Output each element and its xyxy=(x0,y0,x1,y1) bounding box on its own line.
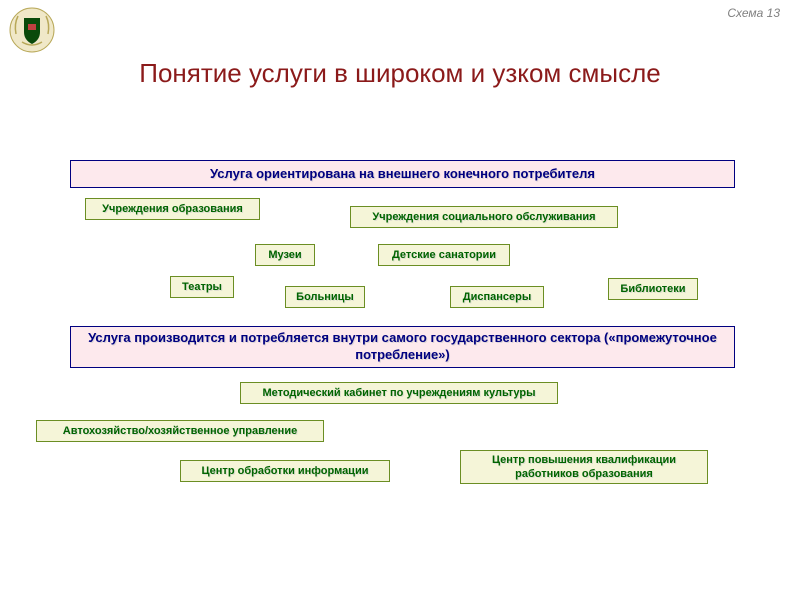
box-label: Театры xyxy=(182,280,222,294)
box-label: Детские санатории xyxy=(392,248,496,262)
box-label: Больницы xyxy=(296,290,354,304)
scheme-number-label: Схема 13 xyxy=(727,6,780,20)
box-label: Музеи xyxy=(268,248,301,262)
box-social-services: Учреждения социального обслуживания xyxy=(350,206,618,228)
box-auto-management: Автохозяйство/хозяйственное управление xyxy=(36,420,324,442)
banner-external-consumer: Услуга ориентирована на внешнего конечно… xyxy=(70,160,735,188)
box-label: Учреждения социального обслуживания xyxy=(372,210,595,224)
box-label: Методический кабинет по учреждениям куль… xyxy=(262,386,535,400)
box-info-center: Центр обработки информации xyxy=(180,460,390,482)
page-title: Понятие услуги в широком и узком смысле xyxy=(0,58,800,89)
box-libraries: Библиотеки xyxy=(608,278,698,300)
box-child-sanatoriums: Детские санатории xyxy=(378,244,510,266)
box-museums: Музеи xyxy=(255,244,315,266)
box-label: Центр обработки информации xyxy=(202,464,369,478)
box-label: Библиотеки xyxy=(620,282,685,296)
box-label: Центр повышения квалификации работников … xyxy=(467,453,701,482)
box-label: Автохозяйство/хозяйственное управление xyxy=(63,424,297,438)
banner-internal-consumption: Услуга производится и потребляется внутр… xyxy=(70,326,735,368)
box-methodical-office: Методический кабинет по учреждениям куль… xyxy=(240,382,558,404)
box-label: Учреждения образования xyxy=(102,202,243,216)
box-qualification-center: Центр повышения квалификации работников … xyxy=(460,450,708,484)
box-dispensaries: Диспансеры xyxy=(450,286,544,308)
box-label: Диспансеры xyxy=(463,290,531,304)
banner-text: Услуга производится и потребляется внутр… xyxy=(71,330,734,364)
box-education-institutions: Учреждения образования xyxy=(85,198,260,220)
box-theaters: Театры xyxy=(170,276,234,298)
banner-text: Услуга ориентирована на внешнего конечно… xyxy=(210,166,595,183)
emblem-logo xyxy=(8,6,56,54)
box-hospitals: Больницы xyxy=(285,286,365,308)
